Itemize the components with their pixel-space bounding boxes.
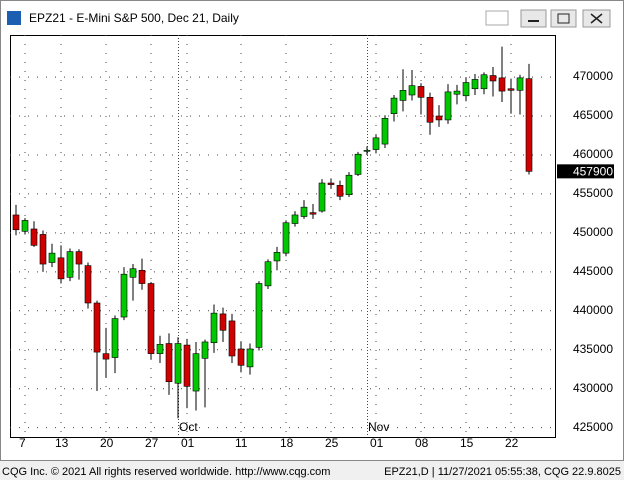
candle-body (219, 313, 227, 331)
candle-body (228, 320, 236, 357)
candle-body (12, 214, 20, 231)
candle-body (327, 182, 335, 185)
candle-body (408, 85, 416, 96)
y-tick-label: 450000 (573, 225, 613, 239)
candle-body (444, 91, 452, 121)
x-tick-label: 01 (370, 436, 384, 450)
candle-body (48, 252, 56, 263)
x-tick-label: 11 (235, 436, 248, 450)
candle-body (102, 353, 110, 360)
candle-body (57, 257, 65, 280)
candle-body (21, 220, 29, 232)
x-tick-label: 15 (460, 436, 474, 450)
x-tick-label: 01 (181, 436, 195, 450)
candle-body (381, 118, 389, 145)
window-title: EPZ21 - E-Mini S&P 500, Dec 21, Daily (29, 11, 239, 25)
candle-body (390, 97, 398, 114)
candle-body (138, 269, 146, 284)
candle-body (192, 353, 200, 392)
candle-body (363, 150, 371, 152)
candle-body (498, 77, 506, 92)
y-tick-label: 430000 (573, 381, 613, 395)
candle-body (66, 251, 74, 278)
candle-body (210, 312, 218, 344)
candle-body (264, 261, 272, 287)
x-tick-label: 22 (505, 436, 519, 450)
candle-body (174, 343, 182, 384)
close-icon (590, 13, 603, 24)
candle-body (282, 222, 290, 254)
last-price-box (557, 164, 614, 179)
candle-body (183, 344, 191, 387)
minimize-button[interactable] (520, 9, 547, 28)
footer-right: EPZ21,D | 11/27/2021 05:55:38, CQG 22.9.… (384, 466, 621, 478)
candle-body (417, 86, 425, 98)
x-tick-label: 7 (19, 436, 26, 450)
y-tick-label: 465000 (573, 108, 613, 122)
footer-left: CQG Inc. © 2021 All rights reserved worl… (2, 466, 330, 478)
candle-body (201, 341, 209, 359)
candle-body (156, 343, 164, 354)
candle-body (489, 75, 497, 82)
status-bar (0, 463, 624, 480)
candle-body (291, 214, 299, 224)
candle-body (75, 251, 83, 265)
candle-body (84, 265, 92, 304)
candle-body (336, 185, 344, 197)
link-button[interactable] (485, 10, 509, 26)
candle-body (300, 206, 308, 217)
y-tick-label: 425000 (573, 420, 613, 434)
candle-body (345, 174, 353, 196)
candle-body (525, 78, 533, 172)
y-tick-label: 470000 (573, 69, 613, 83)
x-tick-label: 20 (100, 436, 114, 450)
candle-body (507, 88, 515, 91)
x-tick-label: 13 (55, 436, 69, 450)
maximize-button[interactable] (550, 9, 577, 28)
candle-body (120, 273, 128, 318)
candle-body (30, 228, 38, 246)
maximize-icon (557, 13, 570, 24)
candle-body (318, 182, 326, 212)
candle-body (111, 318, 119, 358)
y-tick-label: 455000 (573, 186, 613, 200)
y-tick-label: 440000 (573, 303, 613, 317)
x-tick-label: 08 (415, 436, 429, 450)
candle-body (426, 97, 434, 123)
candle-body (399, 90, 407, 101)
candle-body (39, 234, 47, 265)
candle-body (309, 212, 317, 215)
app-icon (7, 11, 21, 25)
x-tick-label: 25 (325, 436, 339, 450)
chart: 425000 430000 435000 440000 445000 450000 4550… (10, 35, 614, 450)
candle-body (273, 252, 281, 262)
x-tick-label: 27 (145, 436, 159, 450)
last-price-label: 457900 (573, 165, 613, 179)
y-tick-label: 445000 (573, 264, 613, 278)
candle-body (237, 348, 245, 366)
candle-body (93, 302, 101, 353)
candle-body (129, 268, 137, 278)
candle-body (354, 153, 362, 175)
candle-body (480, 74, 488, 90)
candle-body (453, 90, 461, 95)
candle-body (435, 115, 443, 121)
candle-body (516, 77, 524, 91)
y-tick-label: 435000 (573, 342, 613, 356)
candle-body (246, 348, 254, 368)
candle-body (471, 79, 479, 90)
candle-body (255, 283, 263, 348)
candle-body (147, 283, 155, 354)
candle-body (372, 137, 380, 150)
candle-body (165, 343, 173, 382)
x-tick-label: 18 (280, 436, 294, 450)
candle-body (462, 82, 470, 97)
month-label: Oct (179, 420, 198, 434)
y-tick-label: 460000 (573, 147, 613, 161)
month-label: Nov (368, 420, 389, 434)
